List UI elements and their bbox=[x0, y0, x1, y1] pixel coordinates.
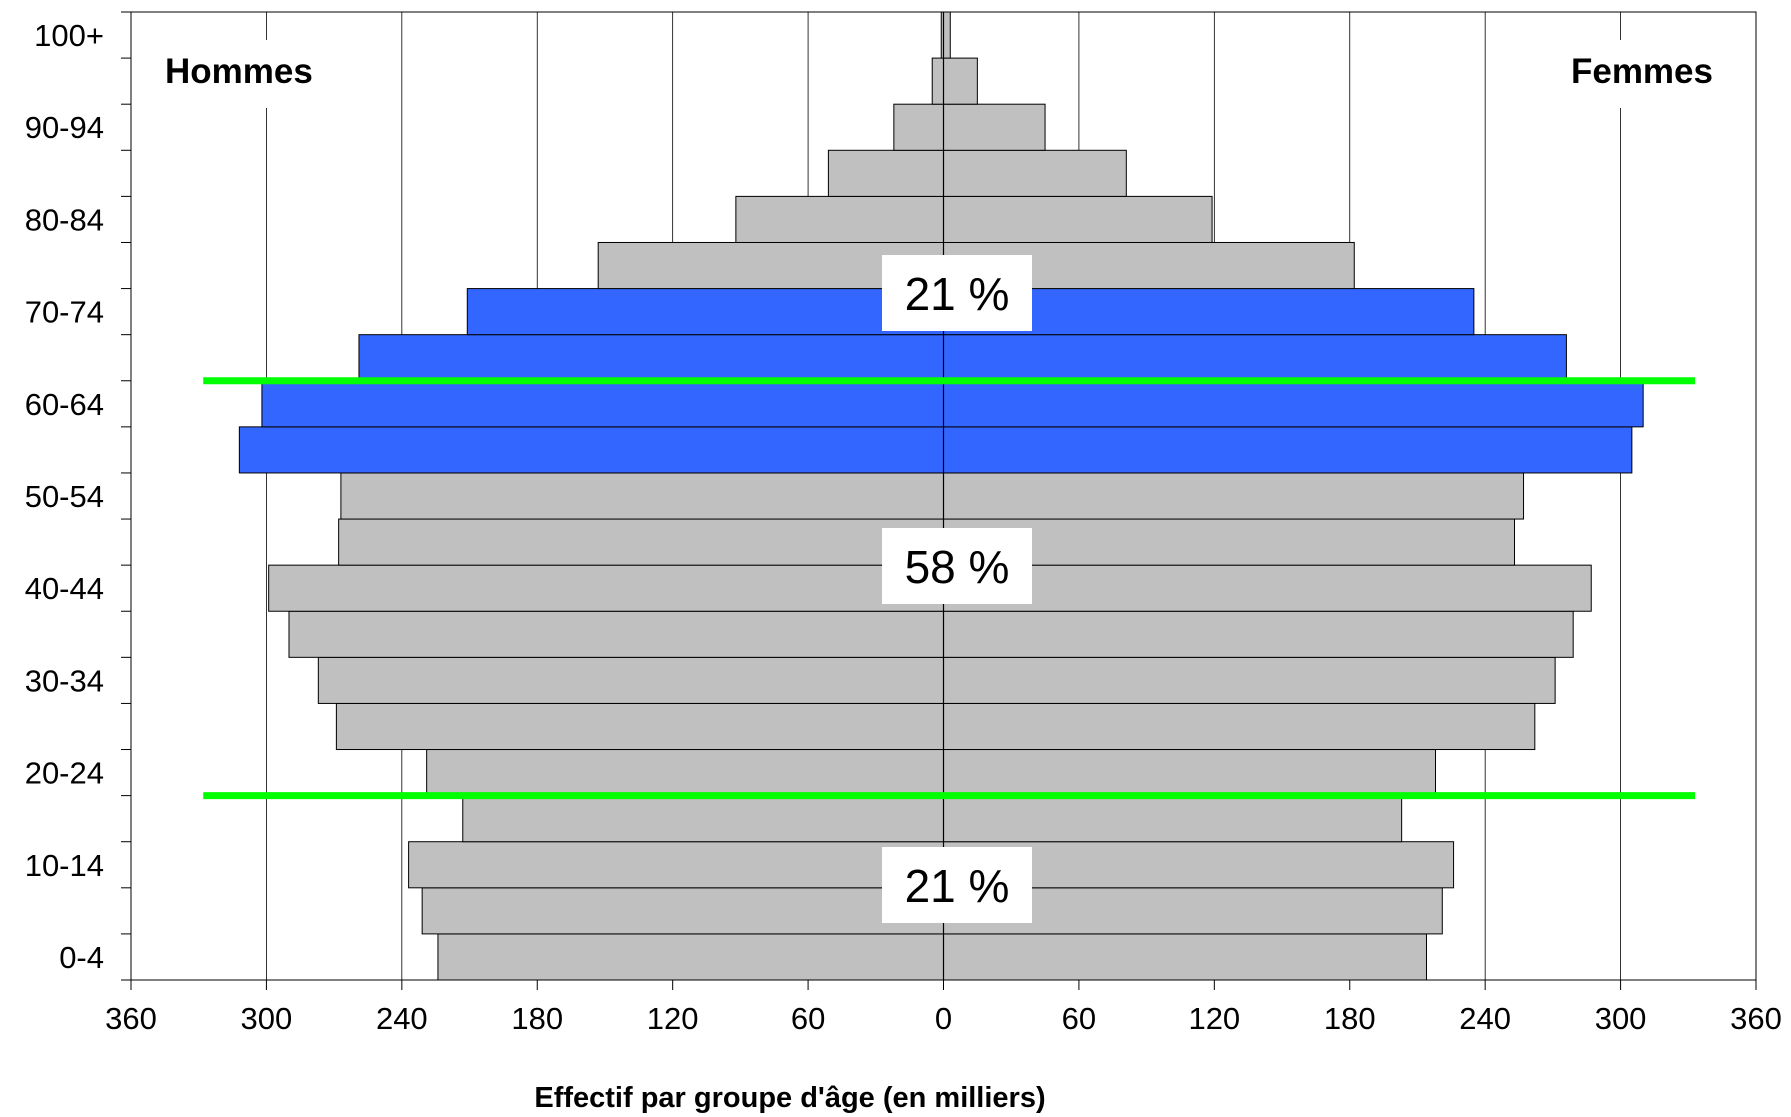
y-tick-label: 80-84 bbox=[25, 202, 104, 237]
bar-femmes-85-89 bbox=[943, 149, 1127, 197]
bar-hommes-55-59 bbox=[238, 426, 945, 474]
annotation-box bbox=[882, 847, 1032, 923]
y-tick-label: 70-74 bbox=[25, 295, 104, 330]
x-tick-label: 240 bbox=[1459, 1001, 1511, 1036]
x-tick-label: 180 bbox=[1324, 1001, 1376, 1036]
y-tick-label: 50-54 bbox=[25, 479, 104, 514]
annotation-box bbox=[882, 255, 1032, 331]
bar-hommes-80-84 bbox=[735, 195, 944, 243]
x-axis-title: Effectif par groupe d'âge (en milliers) bbox=[534, 1082, 1045, 1114]
bar-hommes-60-64 bbox=[261, 380, 944, 428]
bar-femmes-55-59 bbox=[943, 426, 1633, 474]
annotation-label: 58 % bbox=[905, 541, 1010, 593]
bar-hommes-40-44 bbox=[268, 564, 945, 612]
bar-femmes-100+ bbox=[943, 11, 951, 59]
bar-femmes-50-54 bbox=[943, 472, 1525, 520]
y-tick-label: 30-34 bbox=[25, 663, 104, 698]
x-tick-label: 120 bbox=[1188, 1001, 1240, 1036]
bar-femmes-30-34 bbox=[943, 656, 1556, 704]
y-tick-label: 20-24 bbox=[25, 756, 104, 791]
bar-femmes-60-64 bbox=[943, 380, 1644, 428]
annotation-label: 21 % bbox=[905, 268, 1010, 320]
bar-hommes-90-94 bbox=[893, 103, 945, 151]
bar-hommes-65-69 bbox=[358, 334, 944, 382]
bar-femmes-15-19 bbox=[943, 795, 1403, 843]
x-tick-label: 60 bbox=[1062, 1001, 1096, 1036]
bar-femmes-95-99 bbox=[943, 57, 978, 105]
bar-hommes-0-4 bbox=[437, 933, 944, 981]
x-tick-label: 60 bbox=[791, 1001, 825, 1036]
bar-femmes-80-84 bbox=[943, 195, 1213, 243]
bar-hommes-85-89 bbox=[827, 149, 944, 197]
bar-hommes-30-34 bbox=[317, 656, 944, 704]
bar-hommes-15-19 bbox=[462, 795, 944, 843]
annotation-label: 21 % bbox=[905, 860, 1010, 912]
y-tick-label: 0-4 bbox=[59, 940, 104, 975]
bars bbox=[238, 11, 1644, 981]
y-tick-label: 40-44 bbox=[25, 571, 104, 606]
bar-hommes-50-54 bbox=[340, 472, 945, 520]
bar-femmes-20-24 bbox=[943, 749, 1437, 797]
bar-hommes-5-9 bbox=[421, 887, 945, 935]
bar-hommes-70-74 bbox=[466, 288, 944, 336]
y-tick-label: 60-64 bbox=[25, 387, 104, 422]
reference-lines bbox=[203, 377, 1696, 800]
bar-femmes-45-49 bbox=[943, 518, 1516, 566]
bar-hommes-20-24 bbox=[426, 749, 944, 797]
bar-hommes-35-39 bbox=[288, 610, 945, 658]
x-tick-label: 120 bbox=[647, 1001, 699, 1036]
bar-femmes-40-44 bbox=[943, 564, 1592, 612]
axes: 360 300 240 180 120 60 0 60 120 180 240 300 3600-410… bbox=[25, 11, 1782, 1036]
bar-hommes-10-14 bbox=[408, 841, 944, 889]
femmes-label-background bbox=[1550, 40, 1740, 108]
bar-hommes-95-99 bbox=[931, 57, 944, 105]
bar-femmes-90-94 bbox=[943, 103, 1046, 151]
bar-femmes-25-29 bbox=[943, 702, 1536, 751]
y-tick-label: 10-14 bbox=[25, 848, 104, 883]
x-tick-label: 360 bbox=[105, 1001, 157, 1036]
x-tick-label: 300 bbox=[1595, 1001, 1647, 1036]
hommes-label: Hommes bbox=[165, 52, 313, 91]
annotation-box bbox=[882, 528, 1032, 604]
x-tick-label: 180 bbox=[511, 1001, 563, 1036]
x-tick-label: 300 bbox=[241, 1001, 293, 1036]
hommes-label-background bbox=[150, 40, 350, 108]
femmes-label: Femmes bbox=[1571, 52, 1713, 91]
y-tick-label: 90-94 bbox=[25, 110, 104, 145]
annotations: 21 % 58 % 21 % bbox=[882, 255, 1032, 923]
bar-hommes-25-29 bbox=[335, 702, 944, 751]
bar-hommes-45-49 bbox=[338, 518, 944, 566]
x-tick-label: 240 bbox=[376, 1001, 428, 1036]
bar-femmes-0-4 bbox=[943, 933, 1427, 981]
bar-femmes-35-39 bbox=[943, 610, 1574, 658]
y-tick-label: 100+ bbox=[34, 18, 104, 53]
bar-femmes-65-69 bbox=[943, 334, 1567, 382]
x-tick-label: 0 bbox=[935, 1001, 952, 1036]
x-tick-label: 360 bbox=[1730, 1001, 1782, 1036]
